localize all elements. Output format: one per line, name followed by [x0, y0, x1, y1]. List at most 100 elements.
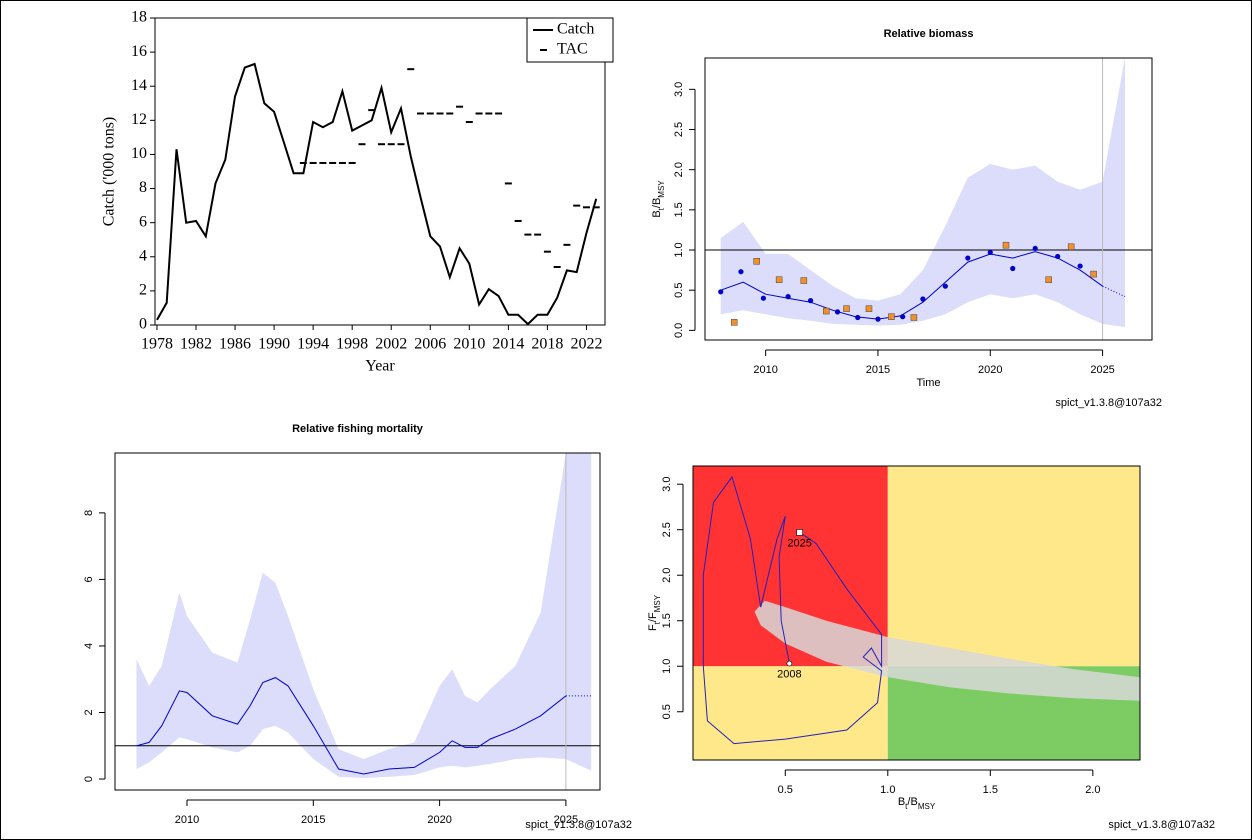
label-part: /B: [651, 198, 663, 208]
label-part: t: [905, 802, 908, 811]
version-note: spict_v1.3.8@107a32: [1108, 819, 1215, 831]
label-part: B: [651, 210, 663, 217]
index-point: [1045, 276, 1052, 283]
catch-line: [156, 62, 598, 326]
index-point: [834, 309, 841, 315]
x-axis-title: Year: [365, 358, 395, 375]
index-point: [875, 316, 881, 322]
end-point: [796, 529, 803, 536]
x-tick-label: 0.5: [778, 784, 793, 796]
y-tick-label: 12: [131, 111, 147, 128]
legend-box: [526, 17, 614, 63]
x-tick-label: 1978: [141, 336, 173, 353]
y-tick-label: 6: [139, 213, 147, 230]
x-tick-label: 1982: [180, 336, 212, 353]
index-point: [807, 298, 814, 304]
x-tick-label: 2010: [453, 336, 485, 353]
y-tick-label: 8: [139, 179, 147, 196]
chart-title: Relative biomass: [884, 28, 974, 40]
index-point: [888, 313, 895, 320]
plot-frame: [692, 465, 1141, 761]
index-point: [855, 314, 861, 321]
zone-top-right: [887, 466, 1140, 667]
median-line: [136, 677, 567, 775]
y-tick-label: 1.5: [661, 613, 673, 628]
y-tick-label: 3.0: [673, 82, 685, 97]
x-tick-label: 2015: [866, 364, 890, 376]
label-part: t: [657, 207, 666, 210]
index-point: [785, 294, 791, 300]
y-tick-label: 3.0: [661, 477, 673, 492]
y-tick-label: 0.0: [673, 323, 685, 338]
y-tick-label: 10: [131, 145, 147, 162]
version-note: spict_v1.3.8@107a32: [525, 819, 632, 831]
x-tick-label: 2006: [414, 336, 446, 353]
credible-band: [720, 58, 1126, 328]
x-tick-label: 1998: [336, 336, 368, 353]
index-point: [775, 276, 783, 283]
x-tick-label: 2020: [427, 814, 451, 826]
zone-bottom-left: [693, 666, 888, 760]
index-point: [1090, 270, 1097, 278]
x-axis-title: Bt/BMSY: [898, 796, 936, 811]
y-tick-label: 0: [83, 776, 95, 782]
x-tick-label: 2.0: [1085, 784, 1100, 796]
x-tick-label: 1990: [258, 336, 290, 353]
y-tick-label: 2.0: [661, 568, 673, 583]
end-label: 2025: [787, 537, 811, 549]
label-part: MSY: [657, 180, 666, 198]
index-point: [1032, 245, 1038, 252]
index-point: [718, 289, 724, 295]
median-forecast: [1102, 285, 1126, 298]
chart-title: Relative fishing mortality: [292, 423, 424, 435]
plot-frame: [114, 452, 601, 791]
y-tick-label: 16: [131, 43, 147, 60]
index-point: [942, 283, 948, 289]
x-tick-label: 1994: [297, 336, 329, 353]
y-tick-label: 8: [83, 510, 95, 516]
label-part: MSY: [918, 802, 936, 811]
index-point: [910, 314, 918, 321]
label-part: F: [647, 624, 659, 631]
legend-label: TAC: [557, 41, 588, 58]
y-tick-label: 2.0: [673, 162, 685, 177]
index-point: [823, 307, 830, 315]
label-part: MSY: [653, 594, 662, 612]
y-axis-title: Ft/FMSY: [647, 594, 662, 631]
y-tick-label: 0.5: [661, 704, 673, 719]
y-tick-label: 1.0: [661, 659, 673, 674]
x-tick-label: 1.5: [983, 784, 998, 796]
index-point: [1002, 241, 1010, 249]
index-point: [1055, 253, 1061, 260]
y-tick-label: 0: [139, 316, 147, 333]
trajectory: [702, 475, 883, 745]
credible-band: [136, 453, 592, 779]
x-tick-label: 2020: [978, 364, 1002, 376]
start-label: 2008: [777, 668, 801, 680]
index-point: [900, 314, 906, 320]
x-tick-label: 2025: [1090, 364, 1114, 376]
index-point: [730, 319, 738, 326]
x-tick-label: 2018: [531, 336, 563, 353]
index-point: [753, 258, 760, 265]
x-tick-label: 2002: [375, 336, 407, 353]
plot-frame: [704, 57, 1153, 341]
y-tick-label: 2: [83, 709, 95, 715]
y-axis-title: Catch ('000 tons): [101, 117, 118, 227]
index-point: [865, 305, 873, 312]
y-tick-label: 4: [83, 643, 95, 649]
y-tick-label: 2: [139, 282, 147, 299]
label-part: /F: [647, 612, 659, 622]
y-tick-label: 1.0: [673, 242, 685, 257]
legend-label: Catch: [557, 21, 594, 38]
index-point: [965, 255, 971, 261]
x-tick-label: 1.0: [880, 784, 895, 796]
y-tick-label: 2.5: [661, 522, 673, 537]
x-tick-label: 2014: [492, 336, 524, 353]
y-tick-label: 14: [131, 77, 147, 94]
x-tick-label: 1986: [219, 336, 251, 353]
start-point: [786, 660, 793, 667]
y-axis-title: Bt/BMSY: [651, 180, 666, 218]
x-tick-label: 2015: [301, 814, 325, 826]
